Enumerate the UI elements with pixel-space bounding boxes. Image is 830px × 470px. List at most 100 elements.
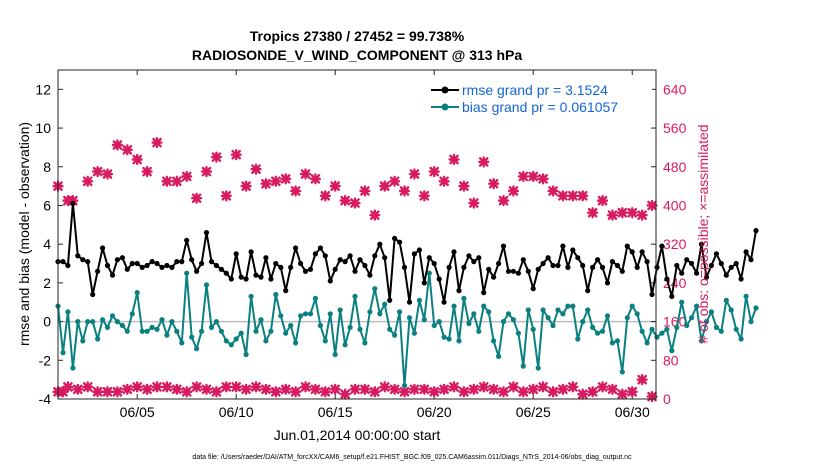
rmse-point [124, 266, 130, 272]
obs-possible-point [418, 190, 430, 202]
bias-point [738, 336, 744, 342]
obs-assimilated-point [438, 383, 450, 395]
rmse-point [659, 243, 665, 249]
obs-assimilated-point [547, 386, 559, 398]
rmse-point [194, 268, 200, 274]
rmse-point [500, 243, 507, 249]
obs-assimilated-point [398, 386, 411, 398]
bias-point [199, 328, 205, 334]
rmse-point [382, 255, 388, 261]
rmse-point [134, 260, 140, 267]
rmse-point [223, 270, 229, 276]
obs-possible-point [200, 166, 213, 178]
bias-point [352, 293, 358, 299]
obs-assimilated-point [161, 381, 173, 393]
obs-assimilated-point [101, 386, 114, 398]
bias-point [114, 319, 120, 325]
obs-assimilated-point [260, 383, 272, 395]
bias-point [278, 313, 284, 319]
bias-point [164, 332, 170, 338]
bias-point [723, 297, 729, 303]
obs-possible-point [616, 207, 628, 219]
obs-possible-point [646, 199, 658, 212]
rmse-point [258, 274, 264, 280]
obs-possible-point [230, 149, 242, 161]
bias-point [703, 319, 710, 325]
obs-possible-point [458, 180, 470, 192]
rmse-point [684, 257, 690, 263]
obs-possible-point [587, 207, 599, 219]
bias-point [708, 309, 715, 315]
obs-possible-point [270, 175, 282, 187]
bias-point [387, 326, 393, 332]
obs-assimilated-point [458, 386, 470, 398]
obs-possible-point [290, 185, 302, 197]
rmse-point [129, 260, 135, 267]
rmse-point [406, 299, 413, 305]
rmse-point [332, 266, 338, 272]
bias-point [65, 309, 71, 315]
bias-point [194, 346, 200, 352]
bias-point [654, 334, 660, 340]
rmse-point [530, 286, 536, 292]
obs-possible-point [408, 168, 421, 180]
bias-point [515, 330, 522, 336]
rmse-point [525, 268, 531, 274]
obs-assimilated-point [636, 374, 648, 386]
rmse-point [733, 260, 739, 267]
obs-possible-point [448, 153, 460, 166]
rmse-point [164, 262, 170, 269]
chart-titles: Tropics 27380 / 27452 = 99.738% RADIOSON… [192, 28, 522, 63]
bias-point [426, 270, 432, 276]
bias-point [604, 313, 611, 319]
legend: rmse grand pr = 3.1524 bias grand pr = 0… [428, 80, 652, 118]
rmse-point [248, 249, 254, 255]
bias-point [357, 326, 363, 332]
tick-group: 06/05 06/10 06/15 06/20 06/25 06/30 -4 -2 0 2 4 6 8 1… [35, 70, 687, 420]
bias-point [728, 307, 734, 313]
bias-point [139, 328, 145, 334]
rmse-point [100, 245, 106, 251]
bias-point [570, 303, 576, 309]
obs-assimilated-point [280, 383, 292, 395]
bias-point [525, 307, 531, 313]
obs-possible-point [537, 173, 549, 185]
obs-assimilated-point [250, 381, 262, 393]
rmse-point [689, 260, 695, 267]
bias-point [233, 336, 239, 342]
bias-point [510, 317, 516, 323]
obs-possible-point [92, 166, 104, 178]
x-axis-label: Jun.01,2014 00:00:00 start [274, 427, 441, 443]
bias-point [273, 291, 279, 298]
rmse-point [372, 253, 378, 259]
rmse-point [154, 260, 160, 267]
bias-point [411, 330, 417, 336]
obs-assimilated-point [57, 386, 69, 398]
obs-possible-point [299, 168, 312, 180]
bias-point [159, 317, 165, 323]
obs-assimilated-point [379, 381, 391, 393]
rmse-point [233, 251, 239, 257]
rmse-point [411, 251, 417, 257]
bias-point [520, 363, 526, 369]
rmse-series-group [55, 200, 759, 305]
obs-possible-point [557, 190, 569, 202]
bias-point [109, 313, 116, 319]
rmse-point [718, 260, 724, 267]
obs-possible-point [567, 190, 579, 202]
bias-point [243, 351, 249, 358]
obs-assimilated-point [309, 383, 322, 395]
obs-assimilated-point [587, 386, 599, 398]
rmse-point [570, 247, 576, 253]
obs-possible-point [67, 195, 79, 207]
bias-point [550, 322, 556, 329]
obs-assimilated-point [121, 383, 133, 395]
bias-point [95, 336, 101, 342]
rmse-point [595, 257, 601, 263]
rmse-point [580, 262, 586, 269]
rmse-point [431, 260, 437, 267]
obs-assimilated-point [270, 386, 282, 398]
bias-point [144, 328, 150, 334]
obs-possible-point [468, 197, 480, 209]
